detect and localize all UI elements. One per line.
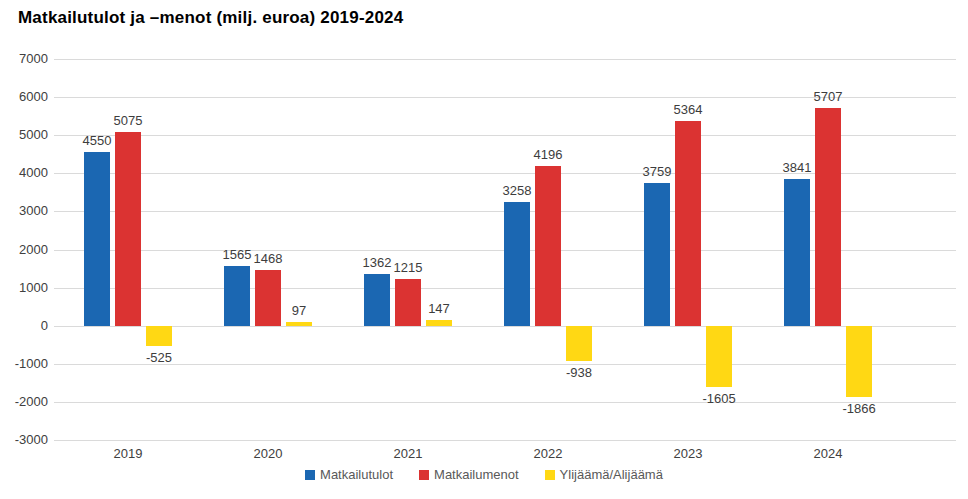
bar-ylijaama-alijaama bbox=[286, 322, 312, 326]
bar-value-label: 5364 bbox=[658, 102, 718, 118]
legend-item-ylijaama-alijaama: Ylijäämä/Alijäämä bbox=[545, 467, 663, 482]
y-axis-tick-label: 2000 bbox=[0, 242, 48, 258]
legend-swatch-matkailumenot bbox=[419, 470, 429, 480]
y-axis-tick-label: 7000 bbox=[0, 51, 48, 67]
gridline bbox=[54, 59, 956, 60]
bar-ylijaama-alijaama bbox=[426, 320, 452, 326]
bar-matkailumenot bbox=[815, 108, 841, 325]
x-axis-category-label: 2024 bbox=[796, 446, 860, 461]
bar-matkailutulot bbox=[224, 266, 250, 326]
legend-label: Matkailumenot bbox=[434, 467, 519, 482]
legend-swatch-matkailutulot bbox=[305, 470, 315, 480]
x-axis-category-label: 2020 bbox=[236, 446, 300, 461]
bar-ylijaama-alijaama bbox=[706, 326, 732, 387]
bar-matkailutulot bbox=[84, 152, 110, 325]
x-axis-category-label: 2021 bbox=[376, 446, 440, 461]
y-axis-tick-label: -1000 bbox=[0, 356, 48, 372]
bar-value-label: 147 bbox=[409, 301, 469, 317]
bar-value-label: 5075 bbox=[98, 113, 158, 129]
bar-matkailumenot bbox=[675, 121, 701, 325]
bar-matkailutulot bbox=[784, 179, 810, 325]
y-axis-tick-label: 4000 bbox=[0, 165, 48, 181]
bar-ylijaama-alijaama bbox=[146, 326, 172, 346]
y-axis-tick-label: 6000 bbox=[0, 89, 48, 105]
bar-value-label: -1605 bbox=[689, 391, 749, 407]
bar-value-label: -938 bbox=[549, 365, 609, 381]
gridline bbox=[54, 326, 956, 327]
y-axis-tick-label: -2000 bbox=[0, 394, 48, 410]
bar-value-label: 4196 bbox=[518, 147, 578, 163]
tourism-income-expenses-bar-chart: Matkailutulot ja –menot (milj. euroa) 20… bbox=[0, 0, 968, 499]
bar-matkailumenot bbox=[535, 166, 561, 326]
y-axis-tick-label: 0 bbox=[0, 318, 48, 334]
bar-matkailumenot bbox=[115, 132, 141, 325]
bar-matkailutulot bbox=[364, 274, 390, 326]
gridline bbox=[54, 440, 956, 441]
chart-title: Matkailutulot ja –menot (milj. euroa) 20… bbox=[18, 8, 403, 28]
legend-swatch-ylijaama-alijaama bbox=[545, 470, 555, 480]
bar-value-label: 5707 bbox=[798, 89, 858, 105]
bar-value-label: -525 bbox=[129, 350, 189, 366]
y-axis-tick-label: 1000 bbox=[0, 280, 48, 296]
y-axis-tick-label: 3000 bbox=[0, 203, 48, 219]
y-axis-tick-label: -3000 bbox=[0, 432, 48, 448]
bar-value-label: -1866 bbox=[829, 401, 889, 417]
bar-ylijaama-alijaama bbox=[566, 326, 592, 362]
legend-item-matkailutulot: Matkailutulot bbox=[305, 467, 393, 482]
bar-value-label: 1468 bbox=[238, 251, 298, 267]
bar-matkailutulot bbox=[504, 202, 530, 326]
gridline bbox=[54, 364, 956, 365]
legend-item-matkailumenot: Matkailumenot bbox=[419, 467, 519, 482]
bar-ylijaama-alijaama bbox=[846, 326, 872, 397]
x-axis-category-label: 2019 bbox=[96, 446, 160, 461]
bar-matkailutulot bbox=[644, 183, 670, 326]
legend-label: Ylijäämä/Alijäämä bbox=[560, 467, 663, 482]
x-axis-category-label: 2023 bbox=[656, 446, 720, 461]
legend-label: Matkailutulot bbox=[320, 467, 393, 482]
y-axis-tick-label: 5000 bbox=[0, 127, 48, 143]
gridline bbox=[54, 402, 956, 403]
bar-value-label: 97 bbox=[269, 303, 329, 319]
bar-value-label: 1215 bbox=[378, 260, 438, 276]
x-axis-category-label: 2022 bbox=[516, 446, 580, 461]
legend: Matkailutulot Matkailumenot Ylijäämä/Alijä… bbox=[0, 467, 968, 482]
